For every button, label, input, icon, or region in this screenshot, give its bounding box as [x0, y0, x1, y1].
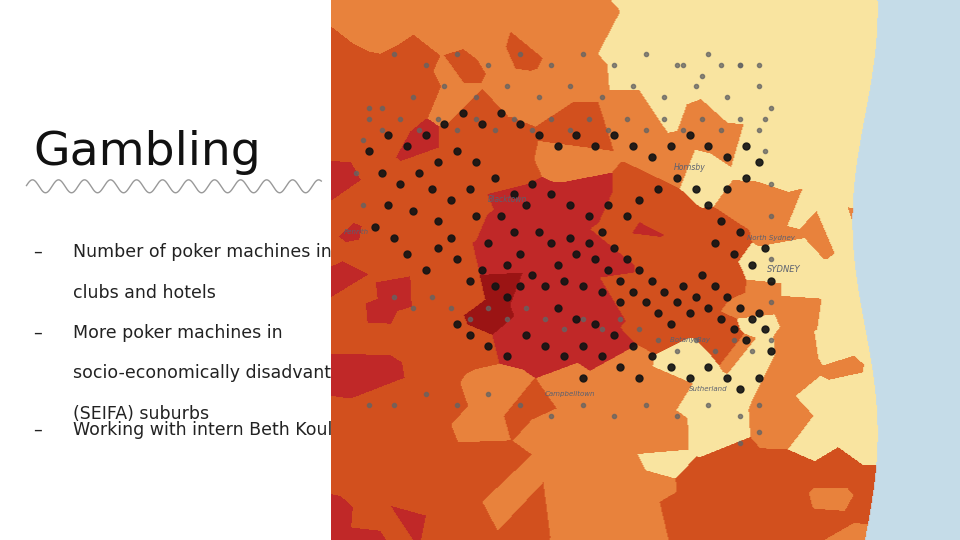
Text: –: –: [33, 421, 42, 439]
Text: More poker machines in: More poker machines in: [73, 324, 282, 342]
Text: Sutherland: Sutherland: [689, 386, 728, 392]
Text: socio-economically disadvantaged: socio-economically disadvantaged: [73, 364, 374, 382]
Text: Campbelltown: Campbelltown: [545, 391, 595, 397]
Text: SYDNEY: SYDNEY: [767, 266, 801, 274]
Text: Botany Bay: Botany Bay: [670, 337, 709, 343]
Text: (SEIFA) suburbs: (SEIFA) suburbs: [73, 405, 209, 423]
Text: Blacktown: Blacktown: [488, 195, 527, 204]
Text: Number of poker machines in: Number of poker machines in: [73, 243, 331, 261]
Text: –: –: [33, 243, 42, 261]
Text: North Sydney: North Sydney: [748, 234, 795, 241]
Text: Hornsby: Hornsby: [674, 163, 706, 172]
Text: –: –: [33, 324, 42, 342]
Text: Gambling: Gambling: [33, 130, 261, 174]
Text: clubs and hotels: clubs and hotels: [73, 284, 216, 301]
Text: Working with intern Beth Koulyras: Working with intern Beth Koulyras: [73, 421, 370, 439]
Text: Penrith: Penrith: [344, 229, 369, 235]
